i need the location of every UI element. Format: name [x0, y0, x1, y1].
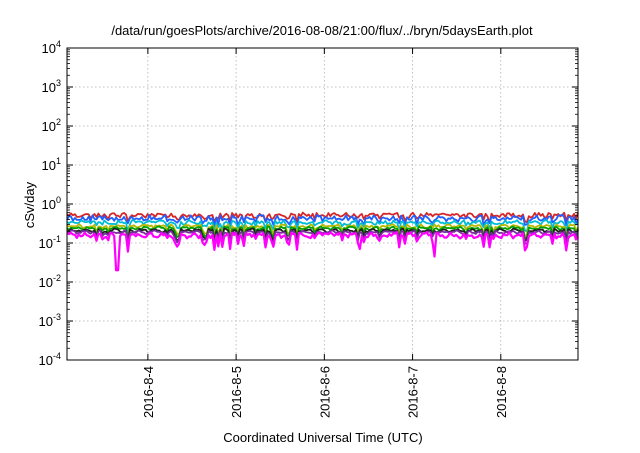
- series-line: [66, 229, 579, 247]
- series-line: [66, 219, 579, 233]
- x-tick-label: 2016-8-4: [141, 366, 156, 418]
- x-axis: 2016-8-4 2016-8-5 2016-8-6 2016-8-7 2016-8-8: [141, 48, 509, 418]
- y-tick-label: 100: [42, 195, 61, 212]
- series-line: [66, 211, 579, 224]
- series-lines: [66, 211, 579, 272]
- y-tick-label: 104: [42, 39, 61, 56]
- y-axis: 10-4 10-3 10-2 10-1 100 101 102 103 104: [39, 39, 578, 368]
- x-tick-label: 2016-8-5: [229, 366, 244, 418]
- y-tick-label: 10-3: [39, 312, 61, 329]
- chart-title: /data/run/goesPlots/archive/2016-08-08/2…: [111, 23, 533, 38]
- x-axis-label: Coordinated Universal Time (UTC): [223, 430, 422, 445]
- y-tick-label: 101: [42, 156, 61, 173]
- y-tick-label: 10-2: [39, 273, 61, 290]
- y-axis-label: cSv/day: [22, 181, 37, 228]
- x-tick-label: 2016-8-7: [406, 366, 421, 418]
- y-tick-label: 10-4: [39, 351, 61, 368]
- grid: [67, 48, 578, 360]
- y-tick-label: 10-1: [39, 234, 61, 251]
- x-tick-label: 2016-8-8: [494, 366, 509, 418]
- series-line: [66, 231, 579, 272]
- y-tick-label: 103: [42, 78, 61, 95]
- y-tick-label: 102: [42, 117, 61, 134]
- x-tick-label: 2016-8-6: [317, 366, 332, 418]
